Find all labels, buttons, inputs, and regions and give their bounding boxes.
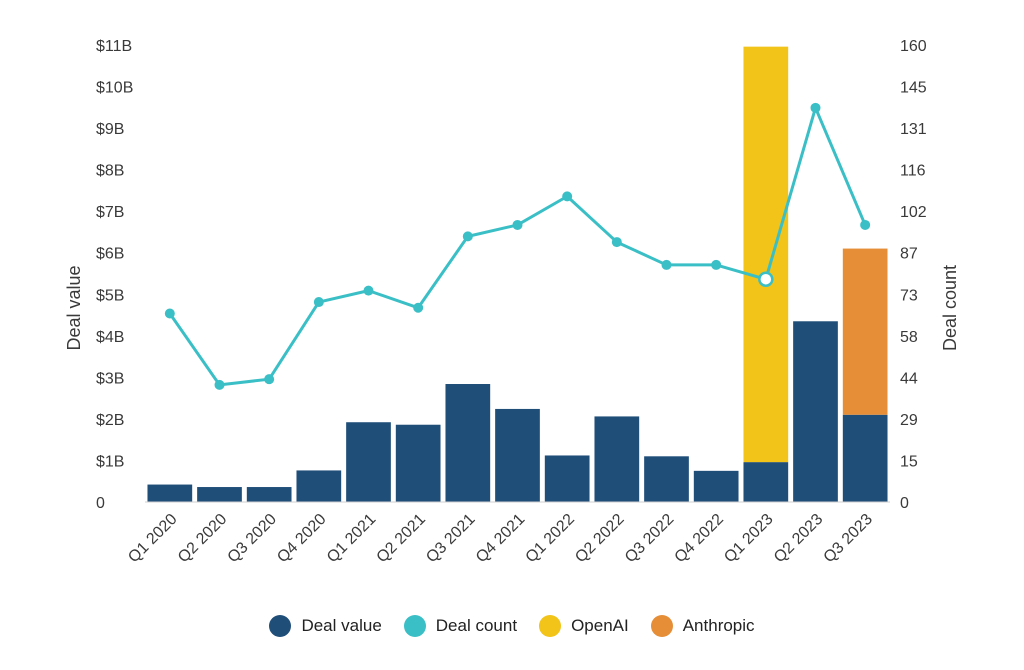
point-deal-count-q3-2023 — [860, 219, 871, 230]
point-deal-count-q2-2022 — [611, 237, 622, 248]
y-tick-label: $4B — [96, 329, 124, 346]
x-tick-label: Q4 2020 — [274, 511, 329, 566]
x-tick-label: Q2 2021 — [374, 511, 429, 566]
legend-label: Deal value — [301, 616, 382, 635]
x-tick-label: Q3 2022 — [622, 511, 677, 566]
bar-deal-value-q1-2023 — [743, 462, 789, 502]
legend-item-deal-value: Deal value — [269, 615, 382, 637]
point-deal-count-q1-2020 — [164, 308, 175, 319]
bar-deal-value-q2-2022 — [594, 416, 640, 502]
y-tick-label: $3B — [96, 370, 124, 387]
point-deal-count-q1-2021 — [363, 285, 374, 296]
y-tick-label: $10B — [96, 80, 133, 97]
bars-layer — [147, 46, 888, 502]
y-tick-label: $2B — [96, 412, 124, 429]
x-tick-label: Q1 2021 — [324, 511, 379, 566]
point-deal-count-q2-2023 — [810, 102, 821, 113]
y2-axis-title: Deal count — [940, 265, 960, 351]
x-tick-label: Q4 2022 — [672, 511, 727, 566]
x-tick-label: Q4 2021 — [473, 511, 528, 566]
y2-tick-label: 29 — [900, 412, 918, 429]
point-deal-count-q2-2021 — [413, 302, 424, 313]
legend-label: OpenAI — [571, 616, 629, 635]
bar-deal-value-q3-2020 — [246, 487, 292, 502]
y2-tick-label: 58 — [900, 329, 918, 346]
y-tick-label: $1B — [96, 453, 124, 470]
legend-label: Deal count — [435, 616, 518, 635]
x-tick-label: Q2 2023 — [771, 511, 826, 566]
legend-item-anthropic: Anthropic — [650, 615, 755, 637]
y-tick-label: $11B — [96, 38, 132, 55]
y2-tick-label: 87 — [900, 246, 918, 263]
point-deal-count-q1-2022 — [562, 191, 573, 202]
bar-deal-value-q3-2022 — [644, 456, 689, 502]
x-tick-label: Q1 2022 — [523, 511, 578, 566]
legend-swatch-deal-count — [403, 615, 426, 637]
bar-deal-value-q3-2021 — [445, 384, 491, 502]
point-deal-count-q2-2020 — [214, 379, 225, 390]
point-deal-count-q3-2022 — [661, 259, 672, 270]
x-tick-label: Q2 2022 — [572, 511, 627, 566]
x-tick-label: Q3 2021 — [423, 511, 478, 566]
left-axis-ticks: 0 $1B $2B $3B $4B $5B $6B $7B $8B $9B $10B $11B — [96, 38, 133, 512]
bar-deal-value-q1-2021 — [346, 422, 391, 502]
y2-tick-label: 131 — [900, 121, 927, 138]
x-tick-label: Q1 2023 — [721, 511, 776, 566]
y2-tick-label: 102 — [900, 204, 927, 221]
bar-deal-value-q4-2021 — [495, 408, 540, 502]
y-tick-label: $6B — [96, 246, 124, 263]
bar-deal-value-q2-2021 — [395, 424, 441, 502]
y2-tick-label: 145 — [900, 80, 927, 97]
point-deal-count-q1-2023 — [758, 271, 774, 287]
bar-anthropic-q3-2023 — [842, 248, 888, 415]
legend-swatch-anthropic — [650, 615, 673, 637]
point-deal-count-q4-2021 — [512, 219, 523, 230]
bar-deal-value-q4-2020 — [296, 470, 342, 502]
bar-openai-q1-2023 — [743, 46, 789, 463]
point-deal-count-q3-2020 — [264, 374, 275, 385]
y2-tick-label: 0 — [900, 495, 909, 512]
legend-item-openai: OpenAI — [539, 615, 629, 637]
legend-swatch-openai — [539, 615, 562, 637]
bar-deal-value-q2-2020 — [197, 487, 242, 502]
x-tick-label: Q2 2020 — [175, 511, 230, 566]
line-layer — [164, 102, 871, 390]
y2-tick-label: 160 — [900, 38, 927, 55]
y-axis-title: Deal value — [64, 265, 84, 350]
y-tick-label: 0 — [96, 495, 105, 512]
right-axis-ticks: 0 15 29 44 58 73 87 102 116 131 145 160 — [900, 38, 927, 512]
legend-item-deal-count: Deal count — [403, 615, 518, 637]
x-tick-label: Q1 2020 — [125, 511, 180, 566]
bar-deal-value-q4-2022 — [693, 470, 739, 502]
bar-deal-value-q1-2022 — [544, 455, 590, 502]
bar-deal-value-q1-2020 — [147, 484, 193, 502]
y2-tick-label: 73 — [900, 287, 918, 304]
point-deal-count-q3-2021 — [462, 231, 473, 242]
y-tick-label: $9B — [96, 121, 124, 138]
x-tick-label: Q3 2020 — [225, 511, 280, 566]
legend: Deal value Deal count OpenAI Anthropic — [0, 612, 1024, 640]
y2-tick-label: 44 — [900, 370, 918, 387]
legend-label: Anthropic — [682, 616, 755, 635]
y-tick-label: $5B — [96, 287, 124, 304]
y2-tick-label: 15 — [900, 453, 918, 470]
legend-swatch-deal-value — [269, 615, 292, 637]
y-tick-label: $8B — [96, 163, 124, 180]
bar-deal-value-q3-2023 — [842, 414, 888, 502]
y2-tick-label: 116 — [900, 163, 926, 180]
bar-deal-value-q2-2023 — [793, 321, 838, 502]
y-tick-label: $7B — [96, 204, 124, 221]
point-deal-count-q4-2020 — [313, 297, 324, 308]
point-deal-count-q4-2022 — [711, 259, 722, 270]
x-tick-label: Q3 2023 — [821, 511, 876, 566]
